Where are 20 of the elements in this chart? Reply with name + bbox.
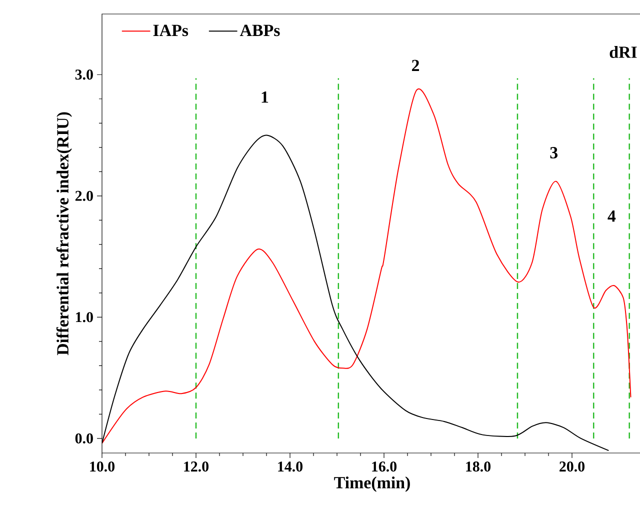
y-tick-label: 1.0 — [76, 312, 93, 322]
legend-label: IAPs — [153, 24, 188, 36]
x-tick-label: 16.0 — [372, 462, 397, 472]
line-series — [102, 90, 632, 444]
annotation: 2 — [412, 60, 419, 72]
x-axis-title: Time(min) — [334, 476, 410, 492]
x-tick-label: 14.0 — [278, 462, 303, 472]
annotation: 1 — [262, 91, 268, 103]
y-tick-label: 3.0 — [75, 70, 93, 80]
annotation: 3 — [550, 147, 558, 158]
y-tick-label: 0.0 — [75, 433, 93, 444]
x-tick-label: 18.0 — [466, 462, 491, 472]
x-tick-label: 12.0 — [184, 462, 209, 472]
annotation: 4 — [608, 210, 616, 222]
y-axis-title: Differential refractive index(RIU) — [56, 112, 72, 356]
legend-label: ABPs — [240, 24, 280, 36]
annotation: dRI — [610, 46, 637, 58]
x-tick-label: 20.0 — [560, 462, 585, 472]
y-tick-label: 2.0 — [75, 190, 93, 201]
x-tick-label: 10.0 — [90, 462, 115, 472]
